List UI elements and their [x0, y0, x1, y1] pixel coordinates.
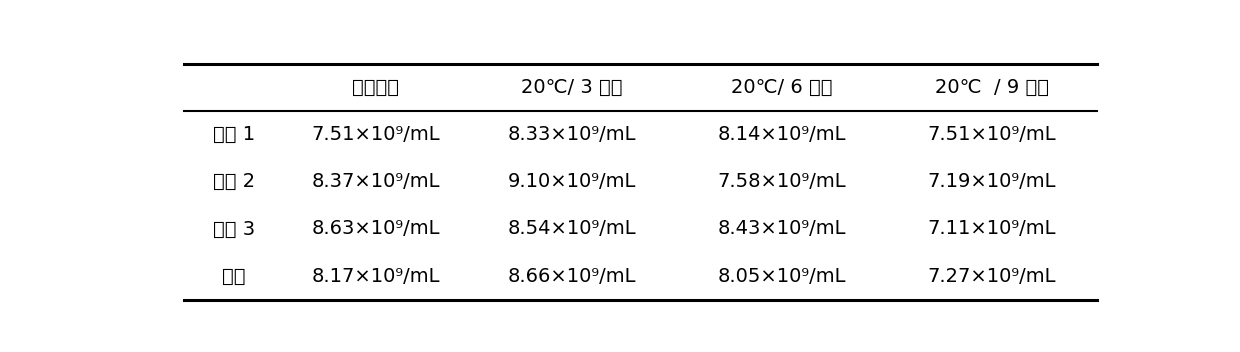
Text: 7.11×10⁹/mL: 7.11×10⁹/mL	[928, 220, 1056, 239]
Text: 8.33×10⁹/mL: 8.33×10⁹/mL	[507, 125, 636, 144]
Text: 7.27×10⁹/mL: 7.27×10⁹/mL	[928, 267, 1056, 285]
Text: 摇瓶 3: 摇瓶 3	[213, 220, 255, 239]
Text: 8.37×10⁹/mL: 8.37×10⁹/mL	[311, 172, 440, 191]
Text: 8.54×10⁹/mL: 8.54×10⁹/mL	[507, 220, 636, 239]
Text: 9.10×10⁹/mL: 9.10×10⁹/mL	[507, 172, 636, 191]
Text: 8.05×10⁹/mL: 8.05×10⁹/mL	[718, 267, 846, 285]
Text: 平均: 平均	[222, 267, 246, 285]
Text: 7.19×10⁹/mL: 7.19×10⁹/mL	[928, 172, 1056, 191]
Text: 8.43×10⁹/mL: 8.43×10⁹/mL	[718, 220, 846, 239]
Text: 7.51×10⁹/mL: 7.51×10⁹/mL	[311, 125, 440, 144]
Text: 摇瓶 1: 摇瓶 1	[213, 125, 255, 144]
Text: 20℃/ 6 个月: 20℃/ 6 个月	[732, 78, 832, 97]
Text: 摇瓶 2: 摇瓶 2	[213, 172, 255, 191]
Text: 7.51×10⁹/mL: 7.51×10⁹/mL	[928, 125, 1056, 144]
Text: 20℃/ 3 个月: 20℃/ 3 个月	[521, 78, 622, 97]
Text: 7.58×10⁹/mL: 7.58×10⁹/mL	[718, 172, 846, 191]
Text: 8.63×10⁹/mL: 8.63×10⁹/mL	[311, 220, 440, 239]
Text: 20℃  / 9 个月: 20℃ / 9 个月	[935, 78, 1049, 97]
Text: 8.17×10⁹/mL: 8.17×10⁹/mL	[311, 267, 440, 285]
Text: 起始菌数: 起始菌数	[352, 78, 399, 97]
Text: 8.66×10⁹/mL: 8.66×10⁹/mL	[507, 267, 636, 285]
Text: 8.14×10⁹/mL: 8.14×10⁹/mL	[718, 125, 846, 144]
